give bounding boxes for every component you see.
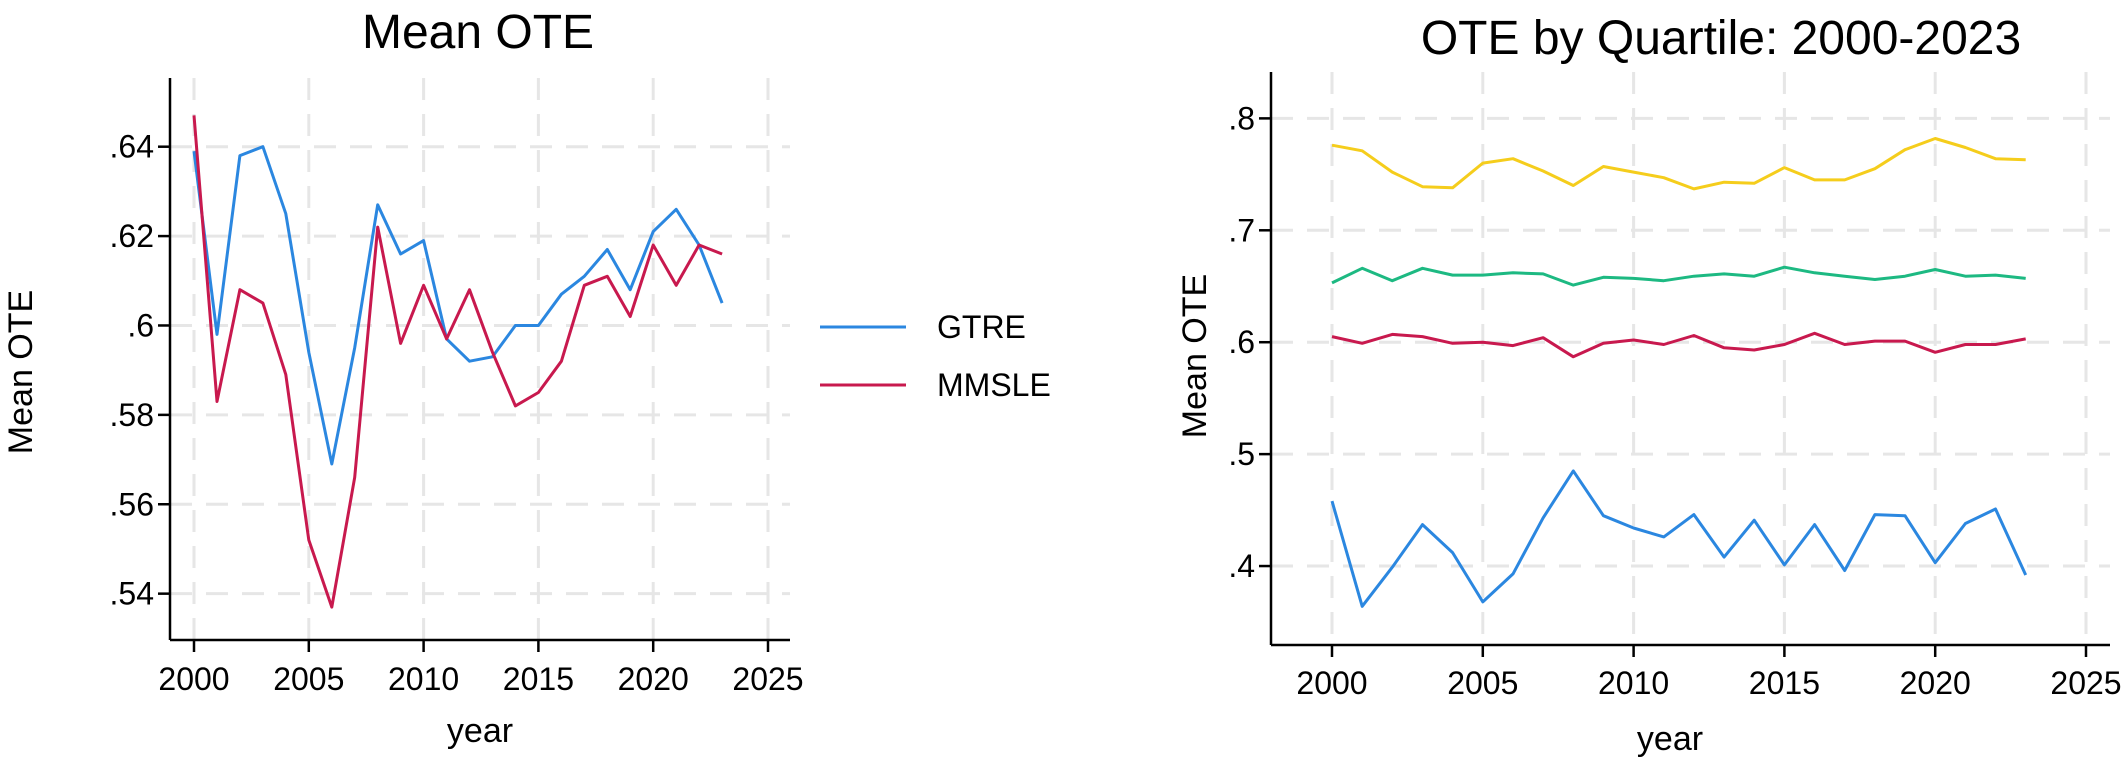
- series-lines: [1330, 137, 2028, 608]
- series-line-series-1: [1331, 137, 2026, 191]
- y-tick-label: .4: [1228, 548, 1255, 584]
- x-tick-label: 2020: [618, 661, 689, 697]
- y-axis-label: Mean OTE: [2, 290, 40, 454]
- series-line-mmsle: [192, 115, 723, 609]
- x-tick-label: 2010: [1598, 665, 1669, 701]
- y-tick-label: .8: [1228, 100, 1255, 136]
- series-line-series-4: [1330, 469, 2028, 608]
- x-axis-label: year: [1637, 720, 1703, 758]
- y-tick-label: .5: [1228, 436, 1255, 472]
- y-axis-label: Mean OTE: [1176, 274, 1214, 438]
- chart-title: Mean OTE: [362, 6, 594, 59]
- series-lines: [192, 115, 724, 609]
- y-tick-label: .54: [110, 576, 154, 612]
- grid-lines: [1271, 72, 2110, 645]
- chart-ote-by-quartile: 2000 2005 2010 2015 2020 2025 .4 .5 .6 .7 .8 OTE b…: [1176, 12, 2122, 758]
- x-tick-label: 2025: [2050, 665, 2121, 701]
- y-tick-label: .7: [1228, 212, 1255, 248]
- x-tick-label: 2015: [503, 661, 574, 697]
- y-tick-label: .56: [110, 486, 154, 522]
- chart-title: OTE by Quartile: 2000-2023: [1421, 12, 2021, 65]
- legend: GTRE MMSLE: [820, 309, 1051, 403]
- x-tick-label: 2005: [273, 661, 344, 697]
- series-line-series-2: [1331, 265, 2026, 287]
- tick-labels: 2000 2005 2010 2015 2020 2025 .4 .5 .6 .7 .8: [1228, 100, 2121, 701]
- grid-lines: [170, 78, 790, 640]
- x-tick-label: 2000: [1296, 665, 1367, 701]
- x-tick-label: 2025: [732, 661, 803, 697]
- chart-mean-ote: 2000 2005 2010 2015 2020 2025 .54 .56 .58 .6 .62 .6…: [2, 6, 1051, 750]
- x-tick-label: 2020: [1900, 665, 1971, 701]
- tick-labels: 2000 2005 2010 2015 2020 2025 .54 .56 .58 .6 .62 .6…: [110, 129, 804, 697]
- axes: [158, 78, 790, 652]
- x-axis-label: year: [447, 712, 513, 750]
- y-tick-label: .6: [1228, 324, 1255, 360]
- y-tick-label: .62: [110, 218, 154, 254]
- series-line-gtre: [192, 145, 724, 466]
- x-tick-label: 2005: [1447, 665, 1518, 701]
- series-line-series-3: [1331, 331, 2026, 359]
- x-tick-label: 2010: [388, 661, 459, 697]
- legend-label-gtre: GTRE: [937, 309, 1026, 345]
- axes: [1259, 72, 2110, 657]
- y-tick-label: .64: [110, 129, 154, 165]
- legend-label-mmsle: MMSLE: [937, 367, 1051, 403]
- y-tick-label: .58: [110, 397, 154, 433]
- x-tick-label: 2000: [158, 661, 229, 697]
- y-tick-label: .6: [127, 307, 154, 343]
- x-tick-label: 2015: [1749, 665, 1820, 701]
